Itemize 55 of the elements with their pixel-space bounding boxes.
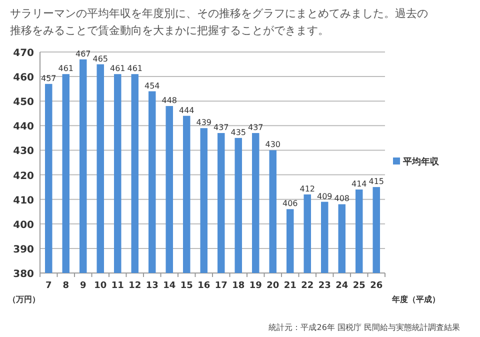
data-label: 409 [316, 192, 332, 201]
x-tick-label: 22 [301, 281, 314, 291]
data-label: 444 [178, 106, 194, 115]
x-tick-label: 13 [146, 281, 158, 291]
x-tick-label: 9 [80, 281, 86, 291]
data-label: 457 [40, 74, 56, 83]
y-axis-title: （万円） [8, 295, 40, 304]
data-label: 461 [110, 64, 126, 74]
data-label: 406 [282, 199, 298, 208]
legend-label: 平均年収 [402, 156, 440, 168]
data-label: 437 [248, 123, 264, 132]
data-label: 467 [75, 49, 91, 58]
x-tick-label: 10 [94, 281, 107, 291]
y-tick-label: 390 [13, 244, 34, 256]
x-tick-label: 15 [180, 281, 193, 291]
y-tick-label: 410 [13, 195, 34, 206]
y-tick-label: 430 [13, 146, 34, 158]
x-tick-label: 25 [352, 281, 366, 291]
x-tick-label: 8 [62, 281, 70, 291]
data-label: 412 [300, 184, 316, 194]
x-tick-label: 24 [336, 281, 348, 291]
data-label: 461 [127, 64, 143, 74]
data-label: 435 [230, 128, 246, 137]
data-label: 430 [265, 140, 281, 150]
y-tick-label: 460 [13, 72, 34, 84]
chart-title: サラリーマンの平均年収を年度別に、その推移をグラフにまとめてみました。過去の推移をみることで賃金動向を大まかに把握することができます。 [10, 6, 429, 39]
data-label: 437 [213, 123, 229, 132]
x-tick-label: 26 [370, 281, 383, 291]
x-tick-label: 19 [249, 281, 262, 291]
x-tick-label: 12 [128, 281, 142, 291]
x-tick-label: 21 [284, 281, 296, 291]
data-label: 448 [162, 96, 178, 106]
data-label: 414 [351, 180, 367, 189]
x-tick-label: 23 [318, 281, 331, 291]
y-tick-label: 440 [13, 122, 34, 133]
x-tick-label: 11 [111, 281, 124, 291]
data-label: 439 [196, 118, 212, 128]
x-tick-label: 16 [198, 281, 210, 291]
y-tick-label: 470 [13, 48, 34, 59]
y-tick-label: 420 [13, 170, 34, 182]
x-tick-label: 20 [266, 281, 280, 291]
data-label: 415 [368, 177, 384, 186]
data-label: 454 [144, 81, 160, 90]
data-label: 465 [92, 54, 108, 64]
y-tick-label: 380 [13, 269, 34, 280]
x-tick-label: 18 [232, 281, 245, 291]
text: 統計元：平成26年 国税庁 民間給与実態統計調査結果 [268, 323, 460, 332]
x-axis-title: 年度（平成） [391, 294, 440, 304]
x-tick-label: 7 [45, 281, 52, 291]
data-label: 461 [58, 64, 74, 74]
data-label: 408 [334, 194, 350, 204]
x-tick-label: 14 [163, 281, 176, 291]
x-tick-label: 17 [214, 281, 228, 291]
y-tick-label: 400 [13, 220, 34, 231]
y-tick-label: 450 [13, 97, 34, 108]
